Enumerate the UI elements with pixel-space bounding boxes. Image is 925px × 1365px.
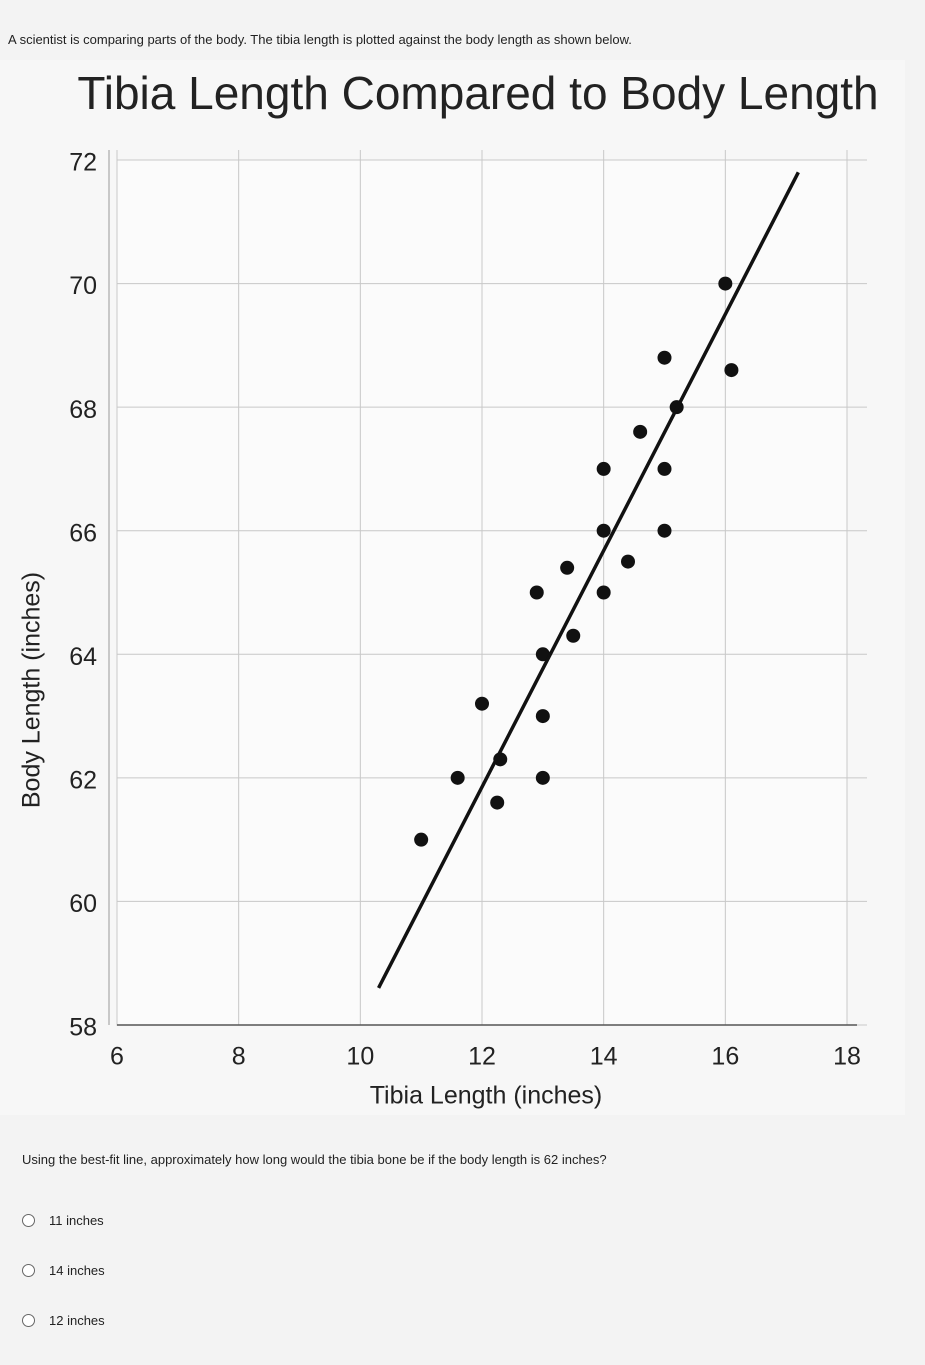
radio-button[interactable] [22, 1264, 35, 1277]
best-fit-line [377, 171, 800, 989]
data-point [657, 461, 672, 476]
chart: Tibia Length Compared to Body Length Tib… [0, 60, 905, 1115]
data-point [724, 363, 739, 378]
data-point [475, 696, 489, 711]
data-point [560, 560, 575, 575]
y-tick-label: 68 [69, 396, 97, 424]
option-label[interactable]: 11 inches [49, 1213, 104, 1228]
y-tick-label: 70 [69, 272, 97, 300]
x-tick-label: 12 [468, 1043, 496, 1071]
answer-option[interactable]: 14 inches [22, 1263, 105, 1278]
option-label[interactable]: 14 inches [49, 1263, 105, 1278]
data-point [657, 350, 672, 365]
data-point [718, 276, 733, 291]
data-point [566, 628, 581, 643]
y-tick-label: 72 [69, 149, 97, 177]
answer-option[interactable]: 12 inches [22, 1313, 105, 1328]
x-tick-label: 6 [110, 1043, 124, 1071]
radio-button[interactable] [22, 1214, 35, 1227]
y-tick-label: 64 [69, 643, 97, 671]
data-point [596, 461, 611, 476]
data-point [529, 585, 544, 600]
option-label[interactable]: 12 inches [49, 1313, 105, 1328]
x-axis-label: Tibia Length (inches) [370, 1082, 603, 1110]
data-point [450, 770, 465, 785]
y-tick-label: 60 [69, 890, 97, 918]
data-point [596, 523, 611, 538]
answer-option[interactable]: 11 inches [22, 1213, 104, 1228]
data-point [414, 832, 429, 847]
intro-text: A scientist is comparing parts of the bo… [8, 32, 632, 47]
data-point [490, 795, 505, 810]
x-tick-label: 16 [711, 1043, 739, 1071]
data-point [621, 554, 635, 569]
data-point [535, 770, 550, 785]
y-tick-label: 58 [69, 1014, 97, 1042]
x-tick-label: 10 [346, 1043, 374, 1071]
x-tick-label: 18 [833, 1043, 861, 1071]
y-tick-label: 66 [69, 519, 97, 547]
data-point [535, 709, 550, 724]
chart-title: Tibia Length Compared to Body Length [77, 67, 878, 119]
y-axis-label: Body Length (inches) [18, 572, 46, 808]
x-tick-label: 14 [590, 1043, 618, 1071]
data-point [657, 523, 672, 538]
data-point [633, 424, 648, 439]
data-point [596, 585, 611, 600]
x-tick-label: 8 [232, 1043, 246, 1071]
data-point [535, 647, 550, 662]
y-tick-label: 62 [69, 766, 97, 794]
radio-button[interactable] [22, 1314, 35, 1327]
question-text: Using the best-fit line, approximately h… [22, 1152, 607, 1167]
